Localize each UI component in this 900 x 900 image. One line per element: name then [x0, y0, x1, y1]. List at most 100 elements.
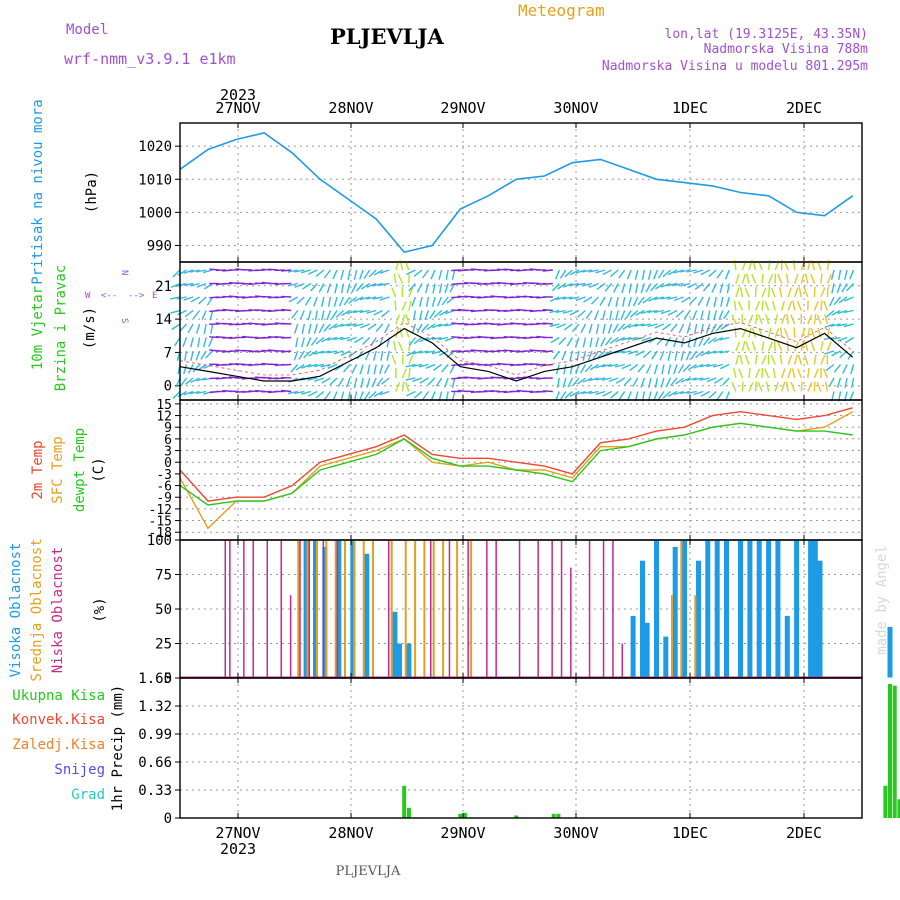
- wind-arrow: [673, 390, 684, 396]
- wind-arrow: [373, 364, 377, 375]
- wind-arrow: [641, 309, 652, 315]
- wind-arrow: [602, 310, 606, 321]
- cloud-bar-0: [812, 540, 818, 678]
- wind-arrow: [712, 350, 723, 354]
- wind-arrow: [326, 350, 338, 354]
- wind-arrow: [673, 282, 684, 287]
- wind-arrow: [772, 367, 776, 379]
- wind-arrow: [628, 323, 639, 329]
- wind-arrow: [702, 283, 711, 292]
- pressure-label: Pritisak na nivou mora: [30, 99, 46, 284]
- wind-arrow: [340, 323, 351, 327]
- wind-arrow: [708, 269, 717, 278]
- cloud-bar-2: [430, 540, 432, 678]
- wind-tick-label-1: 7: [164, 345, 172, 361]
- wind-arrow: [707, 336, 717, 345]
- wind-gust-line: [179, 322, 853, 376]
- wind-arrow: [813, 314, 817, 325]
- wind-arrow: [838, 296, 848, 304]
- wind-arrow: [170, 309, 181, 314]
- wind-arrow: [595, 363, 606, 369]
- wind-arrow: [281, 336, 292, 339]
- wind-arrow: [813, 381, 816, 392]
- wind-arrow: [408, 355, 414, 365]
- wind-arrow: [281, 269, 292, 272]
- wind-arrow: [735, 341, 741, 352]
- wind-arrow: [838, 269, 842, 280]
- wind-arrow: [405, 363, 416, 368]
- wind-arrow: [604, 337, 613, 346]
- wind-arrow: [706, 350, 717, 355]
- wind-arrow: [653, 269, 659, 280]
- wind-arrow: [641, 269, 645, 280]
- wind-arrow: [549, 323, 560, 328]
- wind-arrow: [321, 377, 331, 384]
- wind-arrow: [712, 363, 723, 368]
- temp-tick-label-9: 9: [164, 421, 172, 436]
- wind-arrow: [826, 341, 832, 352]
- wind-arrow: [200, 350, 207, 360]
- pressure-tick-label-0: 990: [147, 238, 172, 254]
- wind-arrow: [767, 286, 771, 298]
- wind-arrow: [660, 309, 671, 315]
- cloud-bar-1: [353, 540, 356, 678]
- wind-arrow: [645, 283, 652, 293]
- precip-label: 1hr Precip (mm): [110, 685, 126, 811]
- wind-arrow: [391, 354, 397, 365]
- wind-arrow: [313, 363, 325, 367]
- wind-arrow: [820, 287, 826, 298]
- wind-arrow: [556, 296, 566, 301]
- cloud-bar-0: [775, 540, 781, 678]
- wind-arrow: [353, 269, 358, 280]
- wind-arrow: [673, 364, 678, 375]
- cloud-bar-2: [560, 540, 563, 678]
- wind-arrow: [399, 327, 404, 338]
- wind-arrow: [645, 364, 652, 374]
- wind-arrow: [654, 323, 665, 329]
- cloud-bar-2: [224, 540, 226, 678]
- wind-arrow: [356, 350, 364, 360]
- wind-arrow: [846, 283, 855, 292]
- wind-arrow: [693, 363, 704, 369]
- wind-arrow: [738, 368, 744, 379]
- wind-arrow: [383, 364, 390, 374]
- wind-arrow: [810, 341, 816, 352]
- wind-arrow: [294, 269, 305, 273]
- wind-arrow: [425, 296, 430, 307]
- wind-arrow: [432, 283, 436, 294]
- wind-arrow: [739, 354, 744, 365]
- wind-arrow: [686, 323, 691, 334]
- wind-arrow: [627, 336, 638, 341]
- temp-tick-label-5: -3: [156, 468, 172, 483]
- cloud-bar-2: [336, 540, 339, 678]
- wind-arrow: [800, 273, 805, 284]
- wind-arrow: [780, 327, 783, 338]
- precip-bar: [556, 813, 561, 818]
- wind-arrow: [647, 269, 652, 280]
- cloud-tick-label-2: 50: [155, 602, 172, 618]
- model-name: wrf-nmm_v3.9.1 e1km: [64, 50, 236, 68]
- cloud-bar-0: [644, 622, 650, 678]
- precip-bar: [402, 785, 407, 818]
- wind-arrow: [451, 269, 456, 280]
- wind-arrow: [408, 368, 411, 379]
- wind-arrow: [751, 273, 757, 284]
- wind-arrow: [427, 377, 436, 386]
- temp-label-2: SFC Temp: [50, 436, 66, 503]
- wind-arrow: [315, 336, 325, 345]
- wind-arrow: [674, 350, 678, 361]
- wind-arrow: [261, 336, 272, 339]
- wind-arrow: [687, 337, 691, 348]
- wind-arrow: [327, 296, 332, 307]
- wind-arrow: [836, 377, 842, 388]
- date-top-5: 2DEC: [786, 99, 822, 117]
- legend-total-rain: Ukupna Kisa: [12, 688, 105, 704]
- wind-arrow: [192, 310, 201, 319]
- wind-arrow: [657, 269, 665, 279]
- wind-arrow: [411, 323, 417, 334]
- cloud-bar-0: [756, 540, 762, 678]
- wind-arrow: [320, 363, 331, 368]
- wind-arrow: [367, 323, 377, 331]
- wind-arrow: [614, 363, 625, 368]
- wind-arrow: [640, 283, 645, 294]
